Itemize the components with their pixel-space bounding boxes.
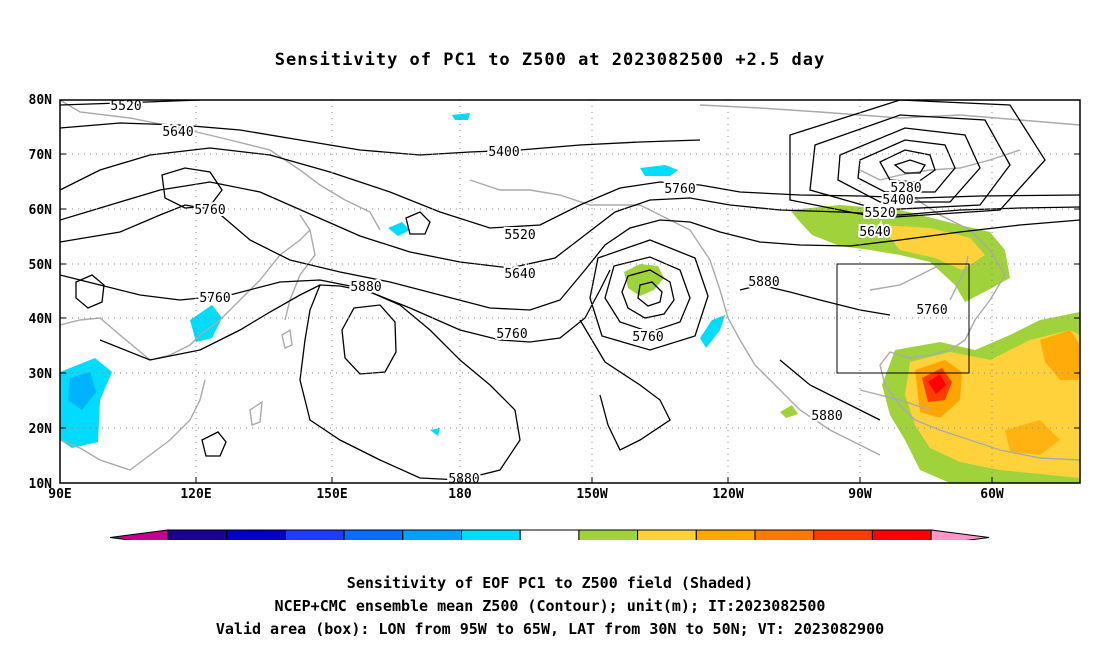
contour-label: 5640 [162, 125, 193, 140]
colorbar: -0.9-0.8-0.7-0.6-0.5-0.4-0.30.30.40.50.6… [109, 529, 990, 540]
lat-label: 80N [29, 93, 53, 108]
caption-valid-area: Valid area (box): LON from 95W to 65W, L… [215, 620, 885, 638]
lat-label: 10N [29, 477, 53, 492]
colorbar-segment [226, 529, 286, 540]
lon-label: 90E [48, 487, 71, 502]
contour-label: 5760 [496, 327, 527, 342]
height-contours [60, 100, 1080, 481]
colorbar-segment [519, 529, 580, 540]
colorbar-segment [871, 529, 932, 540]
lat-label: 40N [29, 312, 53, 327]
contour-label: 5760 [194, 203, 225, 218]
sensitivity-shading [60, 113, 1080, 483]
colorbar-segment [167, 529, 228, 540]
colorbar-low-end [109, 529, 169, 540]
colorbar-segment [461, 529, 521, 540]
lon-label: 180 [448, 487, 472, 502]
colorbar-segment [343, 529, 404, 540]
contour-label: 5760 [664, 182, 695, 197]
lon-label: 120W [712, 487, 743, 502]
lon-label: 150E [316, 487, 347, 502]
lat-label: 30N [29, 367, 53, 382]
axis-ticks [60, 99, 1080, 484]
contour-label: 5760 [199, 291, 230, 306]
contour-labels: 5520 5640 5760 5400 5760 5520 5640 5880 … [108, 99, 949, 487]
contour-label: 5880 [811, 409, 842, 424]
contour-label: 5880 [350, 280, 381, 295]
lon-labels: 90E 120E 150E 180 150W 120W 90W 60W [48, 487, 1004, 502]
caption-contour: NCEP+CMC ensemble mean Z500 (Contour); u… [274, 597, 826, 615]
sensitivity-map: 5520 5640 5760 5400 5760 5520 5640 5880 … [29, 93, 1081, 540]
contour-label: 5400 [882, 193, 913, 208]
contour-label: 5640 [504, 267, 535, 282]
colorbar-segment [754, 529, 815, 540]
colorbar-segment [637, 529, 697, 540]
lat-label: 60N [29, 203, 53, 218]
caption-shading: Sensitivity of EOF PC1 to Z500 field (Sh… [346, 574, 754, 592]
contour-label: 5880 [448, 472, 479, 487]
lat-labels: 80N 70N 60N 50N 40N 30N 20N 10N [29, 93, 53, 492]
lon-label: 150W [576, 487, 607, 502]
contour-label: 5760 [632, 330, 663, 345]
contour-label: 5880 [748, 275, 779, 290]
contour-label: 5400 [488, 145, 519, 160]
contour-label: 5640 [859, 225, 890, 240]
lon-label: 90W [848, 487, 872, 502]
lon-label: 120E [180, 487, 211, 502]
contour-label: 5760 [916, 303, 947, 318]
coastlines [60, 100, 1080, 471]
lat-label: 70N [29, 148, 53, 163]
valid-area-box [836, 263, 970, 374]
colorbar-segment [578, 529, 639, 540]
graticule [60, 100, 1080, 483]
lon-label: 60W [980, 487, 1004, 502]
contour-label: 5520 [504, 228, 535, 243]
colorbar-segment [695, 529, 756, 540]
colorbar-high-end [930, 529, 990, 540]
map-title: Sensitivity of PC1 to Z500 at 2023082500… [274, 50, 826, 70]
colorbar-segment [284, 529, 345, 540]
contour-label: 5520 [110, 99, 141, 114]
lat-label: 50N [29, 258, 53, 273]
contour-label: 5520 [864, 206, 895, 221]
contour-label: 5280 [890, 181, 921, 196]
colorbar-segment [813, 529, 873, 540]
map-frame [59, 99, 1081, 484]
lat-label: 20N [29, 422, 53, 437]
colorbar-segment [402, 529, 462, 540]
